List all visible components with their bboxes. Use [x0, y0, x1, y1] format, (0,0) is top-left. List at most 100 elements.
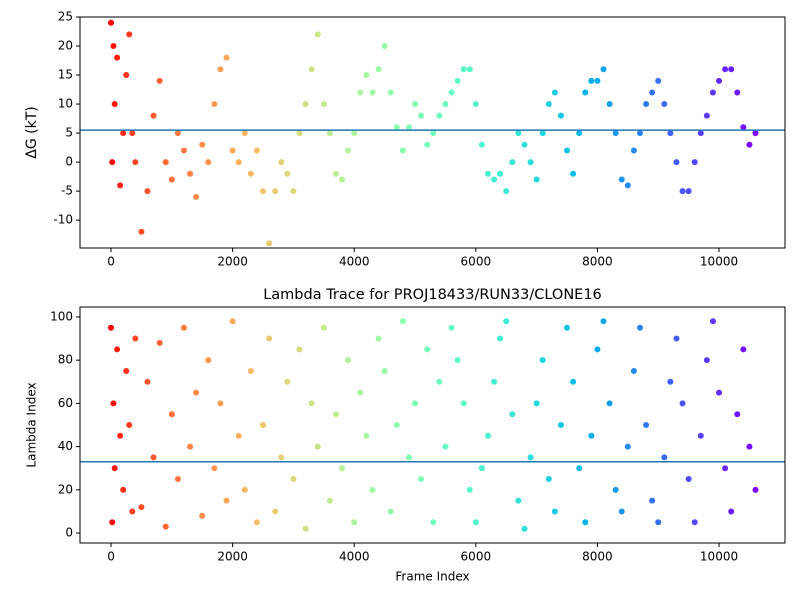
point [332, 170, 339, 177]
point [199, 512, 206, 519]
point [691, 519, 698, 526]
point [716, 77, 723, 84]
y-tick-label: 15 [58, 68, 73, 82]
point [345, 357, 352, 364]
point [679, 400, 686, 407]
point [387, 89, 394, 96]
y-tick-label: 20 [58, 39, 73, 53]
point [509, 411, 516, 418]
point [655, 519, 662, 526]
point [746, 443, 753, 450]
y-tick-label: -5 [61, 184, 73, 198]
point [302, 525, 309, 532]
point [108, 19, 115, 26]
y-tick-label: 100 [50, 309, 73, 323]
point [111, 101, 118, 108]
point [503, 318, 510, 325]
point [442, 443, 449, 450]
point [314, 31, 321, 38]
point [123, 367, 130, 374]
point [527, 454, 534, 461]
point [618, 508, 625, 515]
point [679, 188, 686, 195]
point [460, 400, 467, 407]
point [308, 66, 315, 73]
point [168, 176, 175, 183]
point [636, 130, 643, 137]
point [515, 130, 522, 137]
point [369, 89, 376, 96]
x-tick-label: 6000 [461, 550, 492, 564]
point [697, 130, 704, 137]
point [673, 159, 680, 166]
axes-frame [79, 306, 786, 544]
point [576, 130, 583, 137]
point [180, 147, 187, 154]
y-tick-label: 40 [58, 439, 73, 453]
point [466, 66, 473, 73]
point [351, 130, 358, 137]
point [156, 77, 163, 84]
point [472, 101, 479, 108]
y-tick-label: 0 [65, 526, 73, 540]
point [114, 54, 121, 61]
point [545, 476, 552, 483]
point [363, 432, 370, 439]
y-tick-label: 20 [58, 482, 73, 496]
point [187, 443, 194, 450]
point [722, 465, 729, 472]
point [734, 89, 741, 96]
y-tick-label: -10 [53, 213, 73, 227]
point [746, 141, 753, 148]
point [296, 346, 303, 353]
point [205, 357, 212, 364]
point [484, 170, 491, 177]
point [600, 66, 607, 73]
point [594, 346, 601, 353]
point [752, 486, 759, 493]
x-tick-label: 0 [107, 550, 115, 564]
point [606, 101, 613, 108]
point [564, 324, 571, 331]
point [393, 422, 400, 428]
point [564, 147, 571, 154]
chart-title: Lambda Trace for PROJ18433/RUN33/CLONE16 [263, 287, 602, 303]
y-tick-label: 10 [58, 97, 73, 111]
point [491, 378, 498, 385]
point [375, 335, 382, 342]
x-tick-label: 8000 [582, 255, 613, 269]
point [211, 465, 218, 472]
point [217, 400, 224, 407]
point [180, 324, 187, 331]
point [557, 112, 564, 119]
y-tick-label: 25 [58, 10, 73, 24]
point [418, 112, 425, 119]
y-tick-label: 0 [65, 155, 73, 169]
point [235, 159, 242, 166]
point [600, 318, 607, 325]
point [314, 443, 321, 450]
point [117, 182, 124, 189]
point [229, 318, 236, 325]
point [594, 77, 601, 84]
point [381, 367, 388, 374]
point [138, 228, 145, 235]
point [424, 141, 431, 148]
point [193, 389, 200, 396]
point [728, 508, 735, 515]
point [405, 454, 412, 461]
point [709, 89, 716, 96]
point [369, 486, 376, 493]
point [109, 519, 116, 526]
point [109, 159, 116, 166]
point [667, 130, 674, 137]
point [332, 411, 339, 418]
point [357, 89, 364, 96]
point [643, 101, 650, 108]
point [582, 519, 589, 526]
point [393, 124, 400, 131]
point [114, 346, 121, 353]
point [570, 378, 577, 385]
point [144, 188, 151, 195]
point [521, 525, 528, 532]
